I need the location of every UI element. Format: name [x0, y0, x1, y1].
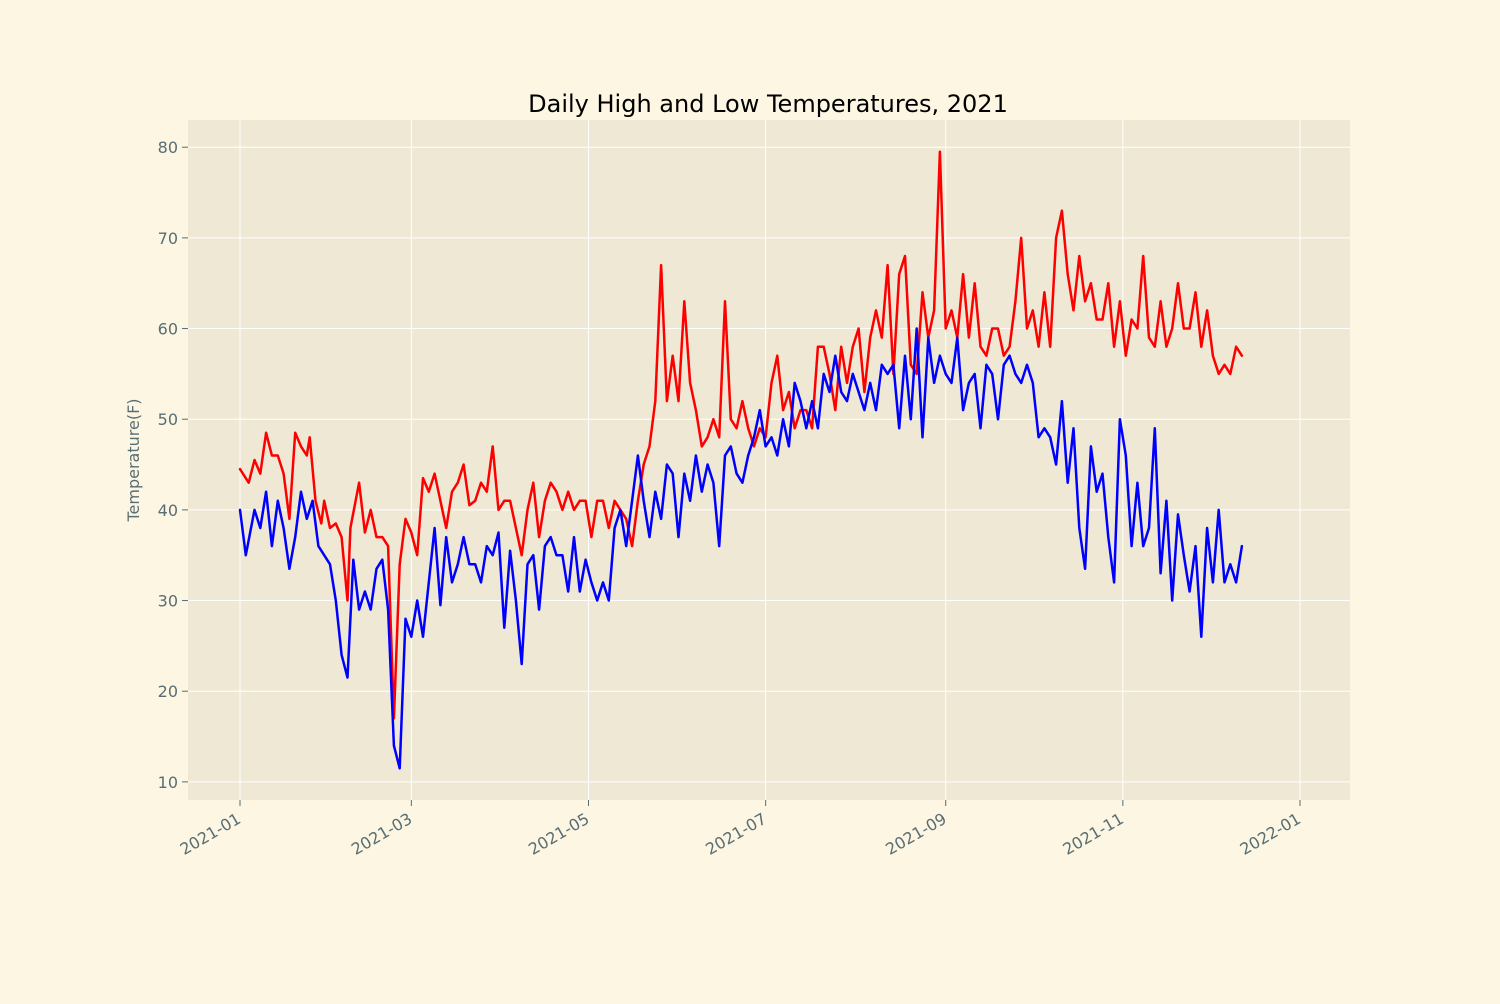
y-tick-label: 30: [158, 592, 178, 611]
x-axis-ticks: 2021-01 2021-03 2021-05 2021-07 2021-09 2021-…: [177, 800, 1304, 859]
y-axis-ticks: 10 20 30 40 50 60 70 80: [158, 138, 188, 792]
y-tick-label: 80: [158, 138, 178, 157]
series-line: [238, 150, 1244, 720]
plot-area-background: [188, 120, 1350, 800]
y-axis-label: Temperature(F): [124, 398, 143, 522]
series-1: [238, 327, 1244, 770]
x-tick-label: 2022-01: [1237, 809, 1304, 859]
x-tick-label: 2021-05: [525, 809, 592, 859]
grid-lines: [188, 120, 1350, 800]
y-tick-label: 50: [158, 410, 178, 429]
y-tick-label: 70: [158, 229, 178, 248]
y-tick-label: 10: [158, 773, 178, 792]
series-layer: [238, 150, 1244, 770]
series-0: [238, 150, 1244, 720]
x-tick-label: 2021-09: [882, 809, 949, 859]
chart-title: Daily High and Low Temperatures, 2021: [528, 90, 1008, 118]
y-tick-label: 60: [158, 320, 178, 339]
x-tick-label: 2021-03: [348, 809, 415, 859]
x-tick-label: 2021-07: [702, 809, 769, 859]
series-line: [238, 327, 1244, 770]
x-tick-label: 2021-11: [1059, 809, 1126, 859]
y-tick-label: 40: [158, 501, 178, 520]
y-tick-label: 20: [158, 682, 178, 701]
x-tick-label: 2021-01: [177, 809, 244, 859]
